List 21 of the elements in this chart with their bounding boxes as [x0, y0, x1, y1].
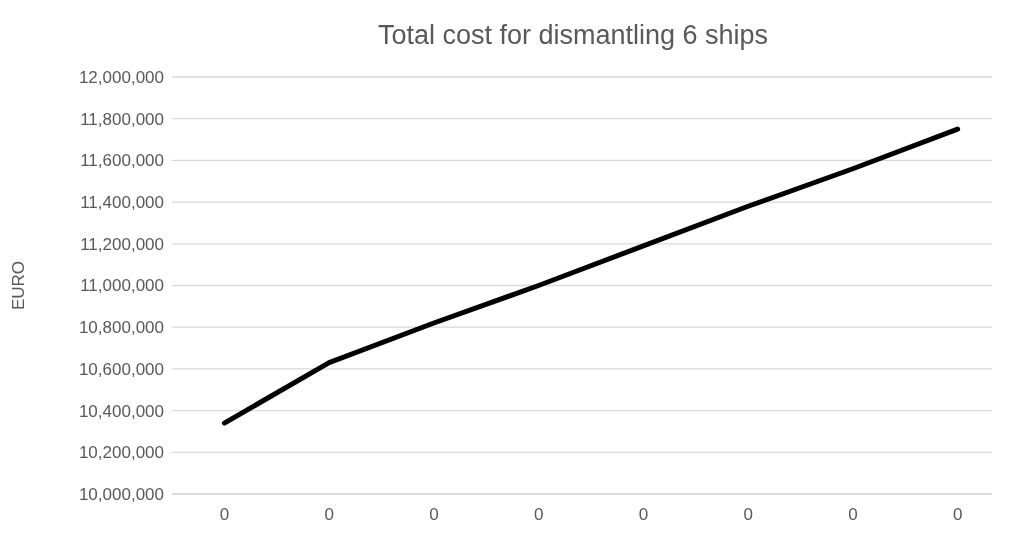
y-tick-label: 11,800,000 — [80, 109, 164, 129]
y-tick-label: 11,400,000 — [80, 193, 164, 213]
chart-title: Total cost for dismantling 6 ships — [377, 20, 769, 50]
y-tick-label: 10,600,000 — [78, 359, 164, 379]
x-tick-label: 0 — [638, 505, 649, 525]
x-tick-label: 0 — [219, 505, 230, 525]
y-tick-label: 10,200,000 — [78, 443, 164, 463]
y-tick-label: 11,200,000 — [80, 234, 164, 254]
x-tick-label: 0 — [848, 505, 858, 525]
y-tick-label: 12,000,000 — [78, 67, 164, 87]
y-tick-label: 10,400,000 — [78, 401, 164, 421]
y-tick-label: 10,000,000 — [78, 484, 164, 504]
y-tick-label: 11,600,000 — [80, 151, 164, 171]
y-axis-title: EURO — [9, 260, 28, 311]
y-tick-label: 10,800,000 — [78, 318, 164, 338]
x-tick-label: 0 — [743, 505, 753, 525]
x-tick-label: 0 — [533, 505, 544, 525]
x-tick-label: 0 — [429, 505, 439, 525]
x-tick-label: 0 — [324, 505, 334, 525]
x-tick-label: 0 — [952, 505, 963, 525]
y-tick-label: 11,000,000 — [80, 276, 164, 296]
